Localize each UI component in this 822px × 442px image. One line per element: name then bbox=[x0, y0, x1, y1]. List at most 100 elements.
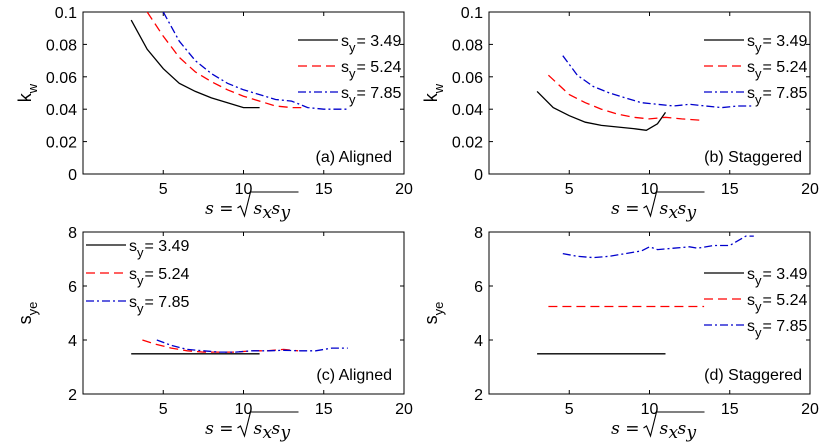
x-tick-label: 15 bbox=[721, 181, 739, 198]
x-tick-label: 5 bbox=[565, 401, 574, 418]
x-axis-label-s2: s bbox=[678, 199, 687, 219]
legend-value: = 7.85 bbox=[763, 85, 808, 102]
y-axis-label-main: k bbox=[421, 92, 441, 102]
legend-value: = 7.85 bbox=[357, 85, 402, 102]
y-axis-label-main: s bbox=[421, 315, 441, 324]
y-axis-label: sye bbox=[421, 302, 446, 325]
y-axis-label-sub: w bbox=[431, 83, 446, 94]
y-tick-label: 0.06 bbox=[452, 70, 483, 87]
legend-value: = 5.24 bbox=[763, 59, 808, 76]
legend-symbol: s bbox=[129, 294, 137, 311]
series-line-2 bbox=[146, 12, 302, 109]
legend-symbol: s bbox=[747, 292, 755, 309]
y-tick-label: 0 bbox=[474, 167, 483, 184]
y-tick-label: 0.1 bbox=[461, 5, 483, 22]
y-tick-label: 6 bbox=[68, 279, 77, 296]
x-tick-label: 5 bbox=[565, 181, 574, 198]
y-tick-label: 0.02 bbox=[452, 135, 483, 152]
legend-entry-2: sy= 5.24 bbox=[747, 292, 808, 314]
y-axis-label-sub: w bbox=[25, 83, 40, 94]
y-tick-label: 2 bbox=[68, 387, 77, 404]
legend-entry-1: sy= 3.49 bbox=[747, 266, 808, 288]
legend-symbol: s bbox=[341, 33, 349, 50]
x-axis-label-sub2: y bbox=[686, 423, 697, 442]
y-tick-label: 0.1 bbox=[55, 5, 77, 22]
series-line-1 bbox=[130, 19, 260, 109]
panel-annotation: (c) Aligned bbox=[316, 367, 392, 384]
x-tick-label: 20 bbox=[801, 401, 819, 418]
x-tick-label: 15 bbox=[315, 181, 333, 198]
legend-subscript: y bbox=[137, 301, 144, 316]
legend-subscript: y bbox=[137, 273, 144, 288]
x-axis-label-main: s = bbox=[611, 419, 639, 439]
legend-subscript: y bbox=[137, 245, 144, 260]
y-tick-label: 0.08 bbox=[452, 37, 483, 54]
legend-entry-2: sy= 5.24 bbox=[747, 59, 808, 81]
legend-entry-1: sy= 3.49 bbox=[341, 33, 402, 55]
x-axis-label-sub2: y bbox=[280, 203, 291, 223]
y-axis-label: kw bbox=[421, 83, 446, 102]
legend-symbol: s bbox=[747, 33, 755, 50]
legend-symbol: s bbox=[747, 85, 755, 102]
legend-symbol: s bbox=[747, 59, 755, 76]
x-tick-label: 20 bbox=[801, 181, 819, 198]
y-axis-label-sub: ye bbox=[431, 302, 446, 316]
y-axis-label-main: s bbox=[15, 315, 35, 324]
legend-value: = 3.49 bbox=[763, 33, 808, 50]
legend-subscript: y bbox=[349, 66, 356, 81]
legend-value: = 5.24 bbox=[763, 292, 808, 309]
sqrt-radical-icon bbox=[643, 191, 705, 218]
x-axis-label-sub2: y bbox=[280, 423, 291, 442]
legend-symbol: s bbox=[129, 238, 137, 255]
legend-symbol: s bbox=[129, 266, 137, 283]
x-axis-label-s1: s bbox=[254, 419, 263, 439]
legend-value: = 5.24 bbox=[145, 266, 190, 283]
x-axis-label-sub2: y bbox=[686, 203, 697, 223]
legend-subscript: y bbox=[755, 92, 762, 107]
x-axis-label-main: s = bbox=[205, 199, 233, 219]
legend-subscript: y bbox=[349, 92, 356, 107]
y-tick-label: 4 bbox=[474, 333, 483, 350]
x-axis-label-s2: s bbox=[272, 199, 281, 219]
series-line-3 bbox=[562, 235, 754, 259]
series-line-1 bbox=[536, 90, 667, 131]
series-line-3 bbox=[562, 55, 754, 109]
legend-value: = 7.85 bbox=[763, 318, 808, 335]
series-line-2 bbox=[547, 74, 705, 122]
y-tick-label: 0.08 bbox=[46, 37, 77, 54]
y-tick-label: 0.04 bbox=[452, 102, 483, 119]
x-axis-label-s2: s bbox=[678, 419, 687, 439]
sqrt-radical-icon bbox=[237, 411, 299, 438]
legend-symbol: s bbox=[747, 266, 755, 283]
legend-subscript: y bbox=[349, 40, 356, 55]
x-axis-label-s1: s bbox=[660, 419, 669, 439]
series-line-3 bbox=[156, 339, 348, 353]
y-tick-label: 2 bbox=[474, 387, 483, 404]
legend-symbol: s bbox=[341, 59, 349, 76]
legend-entry-1: sy= 3.49 bbox=[129, 238, 190, 260]
legend-entry-3: sy= 7.85 bbox=[747, 85, 808, 107]
y-tick-label: 6 bbox=[474, 279, 483, 296]
legend-symbol: s bbox=[341, 85, 349, 102]
x-tick-label: 5 bbox=[159, 401, 168, 418]
sqrt-radical-icon bbox=[237, 191, 299, 218]
panel-annotation: (a) Aligned bbox=[316, 149, 393, 166]
legend-subscript: y bbox=[755, 40, 762, 55]
x-tick-label: 10 bbox=[641, 401, 659, 418]
x-axis-label-sub1: x bbox=[669, 203, 679, 223]
panel-annotation: (d) Staggered bbox=[704, 367, 802, 384]
x-axis-label-s1: s bbox=[660, 199, 669, 219]
legend-value: = 5.24 bbox=[357, 59, 402, 76]
legend-value: = 3.49 bbox=[357, 33, 402, 50]
x-axis-label-sub1: x bbox=[263, 203, 273, 223]
